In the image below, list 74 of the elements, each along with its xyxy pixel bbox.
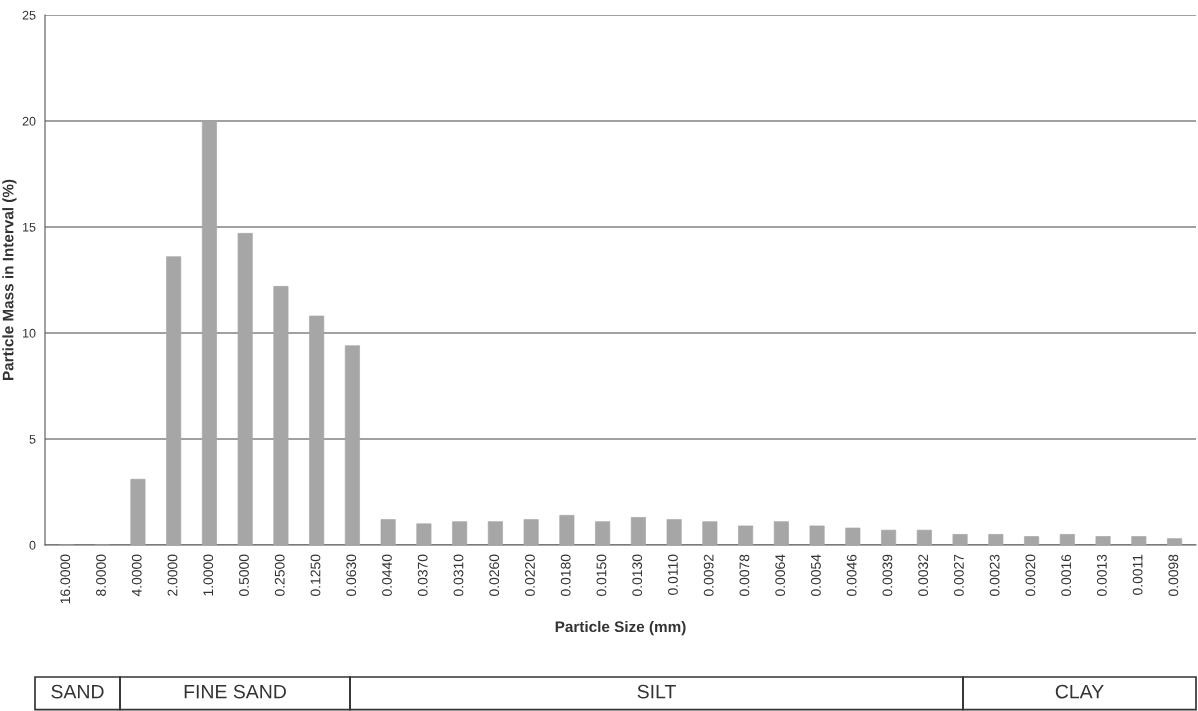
bar (380, 519, 396, 545)
bar (166, 256, 182, 545)
x-tick-label: 2.0000 (167, 554, 178, 596)
x-tick-label: 0.0110 (668, 554, 678, 595)
bar (344, 345, 360, 545)
x-tick-label: 0.0220 (525, 554, 535, 596)
bar (809, 525, 825, 545)
bar (595, 521, 611, 545)
x-tick-label: 0.0150 (596, 554, 607, 596)
x-tick-label: 0.0180 (560, 554, 571, 596)
bar (916, 529, 932, 545)
bar (487, 521, 503, 545)
bar (523, 519, 539, 545)
bar (666, 519, 682, 545)
bar (773, 521, 789, 545)
x-tick-label: 0.1250 (310, 554, 321, 596)
x-tick-label: 0.0032 (918, 554, 929, 596)
x-tick-label: 0.0027 (953, 554, 964, 596)
y-tick-label: 15 (23, 222, 36, 232)
text: CLAY (1055, 684, 1104, 699)
x-tick-label: 8.0000 (96, 554, 106, 596)
bar (952, 534, 968, 545)
x-tick-label: 0.2500 (274, 554, 285, 596)
y-tick-label: 5 (29, 434, 36, 444)
x-tick-label: 0.0016 (1061, 554, 1072, 596)
bar (237, 233, 253, 545)
y-tick-label: 25 (22, 10, 36, 20)
text: FINE SAND (184, 684, 286, 699)
text: SILT (637, 684, 676, 699)
x-tick-label: 0.0092 (703, 554, 714, 596)
x-axis-title: Particle Size (mm) (555, 620, 686, 636)
y-tick-label: 0 (29, 540, 36, 550)
x-tick-label: 0.0370 (417, 554, 428, 596)
bar (881, 529, 897, 545)
bar (988, 534, 1004, 545)
bar (1131, 536, 1147, 545)
x-tick-label: 0.5000 (239, 554, 249, 596)
bar (559, 514, 575, 545)
x-tick-label: 4.0000 (131, 554, 142, 597)
bar (273, 286, 289, 545)
bar (702, 521, 718, 545)
x-tick-label: 0.0098 (1168, 554, 1179, 596)
x-tick-label: 0.0039 (882, 554, 893, 596)
bar (452, 521, 468, 545)
bar (130, 478, 146, 545)
x-tick-label: 0.0078 (739, 554, 750, 596)
bar (630, 517, 646, 545)
bar (1024, 536, 1040, 545)
x-tick-label: 0.0046 (846, 554, 857, 596)
y-tick-label: 20 (22, 116, 36, 126)
x-tick-label: 0.0020 (1025, 554, 1036, 596)
x-tick-label: 0.0440 (382, 554, 392, 596)
y-tick-label: 10 (23, 328, 36, 338)
bar (1059, 534, 1075, 545)
x-tick-label: 0.0054 (810, 554, 821, 596)
bar (1095, 536, 1111, 545)
bar (416, 523, 432, 545)
text: SAND (51, 684, 104, 699)
x-tick-label: 0.0310 (453, 554, 464, 596)
x-tick-label: 16.0000 (60, 554, 71, 604)
bar (309, 315, 325, 545)
bar (201, 120, 217, 545)
x-tick-label: 0.0130 (632, 554, 643, 596)
x-tick-label: 0.0260 (489, 554, 500, 596)
x-tick-label: 0.0630 (346, 554, 357, 596)
x-tick-label: 0.0013 (1096, 554, 1107, 596)
bar (845, 527, 861, 545)
x-tick-label: 0.0064 (775, 554, 786, 596)
bar (1167, 538, 1183, 545)
x-tick-label: 0.0011 (1132, 554, 1143, 595)
y-axis-title: Particle Mass in Interval (%) (2, 179, 17, 381)
bar (738, 525, 754, 545)
x-tick-label: 1.0000 (203, 554, 214, 596)
x-tick-label: 0.0023 (989, 554, 1000, 596)
